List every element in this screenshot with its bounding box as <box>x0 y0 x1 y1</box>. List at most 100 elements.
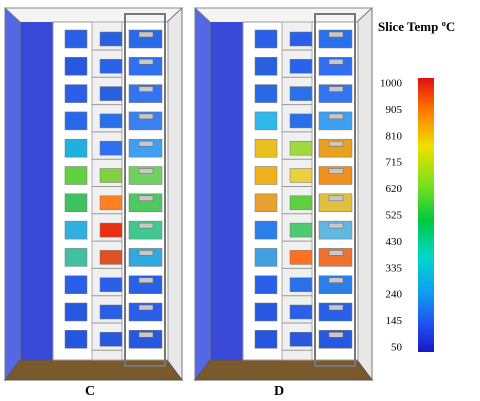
fixture <box>138 332 154 338</box>
room <box>99 31 123 47</box>
tick-label: 335 <box>386 262 403 274</box>
tick-label: 240 <box>386 289 403 301</box>
room <box>99 222 123 238</box>
room <box>64 29 88 49</box>
room <box>64 193 88 213</box>
room <box>64 138 88 158</box>
tick-label: 810 <box>386 130 403 142</box>
shaft <box>124 13 166 367</box>
room <box>254 193 278 213</box>
room <box>128 248 163 267</box>
room <box>318 330 353 349</box>
right-wall <box>356 6 373 382</box>
room <box>289 59 313 74</box>
room <box>254 166 278 185</box>
room <box>289 140 313 156</box>
room <box>318 57 353 76</box>
room <box>318 138 353 158</box>
room <box>128 166 163 185</box>
room <box>289 222 313 238</box>
fixture <box>138 59 154 65</box>
room <box>318 29 353 49</box>
room <box>99 140 123 156</box>
room <box>128 138 163 158</box>
fixture <box>328 304 344 311</box>
room <box>289 31 313 47</box>
fixture <box>138 86 154 92</box>
room <box>99 250 123 265</box>
fixture <box>328 113 344 120</box>
right-wall <box>166 6 183 382</box>
room <box>128 29 163 49</box>
room <box>64 220 88 240</box>
ladder <box>281 21 313 361</box>
tick-label: 715 <box>386 157 403 169</box>
tick-label: 905 <box>386 104 403 116</box>
room <box>254 57 278 76</box>
left-wall <box>4 6 21 382</box>
ladder <box>91 21 123 361</box>
room <box>99 304 123 320</box>
fixture <box>328 250 344 256</box>
room <box>64 111 88 131</box>
fixture <box>138 168 154 174</box>
colorbar-ticks: 1000 905 810 715 620 525 430 335 240 145 50 <box>380 78 403 354</box>
tick-label: 1000 <box>380 78 403 90</box>
room <box>99 113 123 129</box>
fixture <box>328 195 344 202</box>
room <box>254 220 278 240</box>
room <box>128 57 163 76</box>
room <box>64 84 88 103</box>
fixture <box>138 113 154 120</box>
shaft <box>314 13 356 367</box>
tick-label: 145 <box>386 315 403 327</box>
room <box>99 195 123 211</box>
room <box>289 86 313 101</box>
room <box>128 111 163 131</box>
room <box>64 166 88 185</box>
fixture <box>328 277 344 283</box>
colorbar-title: Slice Temp ºC <box>378 19 455 34</box>
room <box>318 302 353 322</box>
room <box>289 304 313 320</box>
room <box>289 277 313 292</box>
colorbar <box>418 78 434 352</box>
panel-label: D <box>274 384 284 399</box>
fixture <box>328 140 344 147</box>
fixture <box>138 222 154 229</box>
room <box>128 220 163 240</box>
floor <box>194 359 373 381</box>
room <box>318 193 353 213</box>
room <box>289 113 313 129</box>
room <box>254 330 278 349</box>
room <box>289 195 313 211</box>
fixture <box>328 222 344 229</box>
fixture <box>138 250 154 256</box>
room <box>64 302 88 322</box>
room <box>254 302 278 322</box>
panel-label: C <box>85 384 95 399</box>
room <box>318 248 353 267</box>
left-wall <box>194 6 211 382</box>
fixture <box>328 31 344 38</box>
room <box>289 250 313 265</box>
room <box>64 275 88 294</box>
room <box>99 86 123 101</box>
room <box>254 29 278 49</box>
room <box>289 168 313 183</box>
room <box>254 248 278 267</box>
room <box>64 57 88 76</box>
room <box>64 330 88 349</box>
room <box>64 248 88 267</box>
room <box>318 220 353 240</box>
room <box>99 332 123 347</box>
room <box>99 59 123 74</box>
panels <box>4 6 373 382</box>
fixture <box>138 277 154 283</box>
room <box>289 332 313 347</box>
room <box>128 275 163 294</box>
fixture <box>138 304 154 311</box>
room <box>254 138 278 158</box>
room <box>128 193 163 213</box>
